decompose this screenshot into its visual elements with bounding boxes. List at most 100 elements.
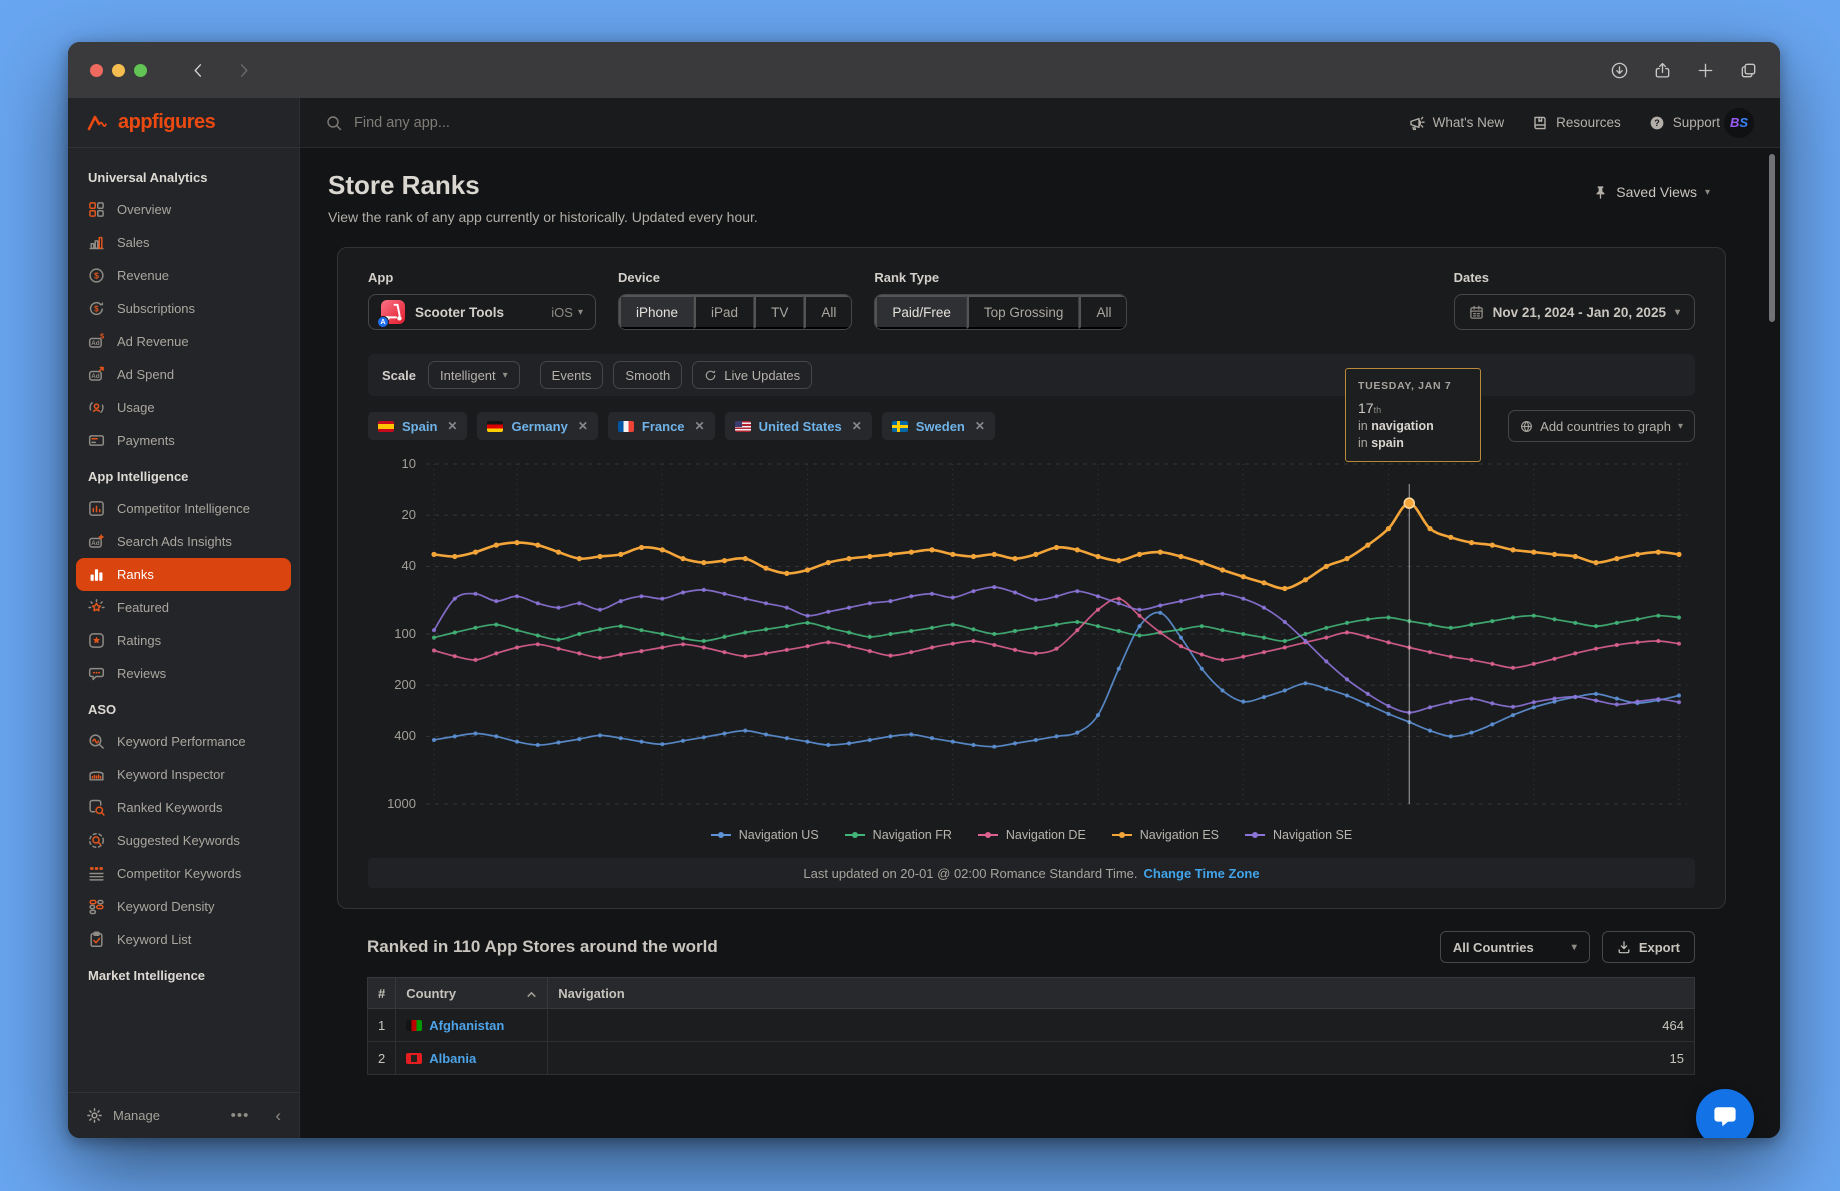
legend-marker-icon xyxy=(844,832,865,838)
sidebar-item-ratings[interactable]: Ratings xyxy=(76,624,291,657)
legend-item-navigation-fr[interactable]: Navigation FR xyxy=(844,828,952,842)
segment-all[interactable]: All xyxy=(804,295,852,329)
tab-overview-icon[interactable] xyxy=(1739,61,1758,80)
change-timezone-link[interactable]: Change Time Zone xyxy=(1143,865,1260,881)
column-header-country[interactable]: Country xyxy=(395,977,549,1009)
sidebar-item-search-ads-insights[interactable]: Ad Search Ads Insights xyxy=(76,525,291,558)
sidebar-item-label: Competitor Keywords xyxy=(117,866,242,881)
chat-widget-button[interactable] xyxy=(1696,1089,1754,1138)
saved-views-button[interactable]: Saved Views ▾ xyxy=(1593,184,1710,200)
ad-dollar-icon: Ad $ xyxy=(88,333,105,350)
scale-select[interactable]: Intelligent ▾ xyxy=(427,361,520,389)
new-tab-icon[interactable] xyxy=(1696,61,1715,80)
add-countries-button[interactable]: Add countries to graph ▾ xyxy=(1508,410,1695,442)
segment-tv[interactable]: TV xyxy=(754,295,805,329)
close-window-button[interactable] xyxy=(90,63,103,77)
zoom-window-button[interactable] xyxy=(134,63,147,77)
appfigures-logo[interactable]: appfigures xyxy=(68,98,299,148)
sidebar-item-ranked-keywords[interactable]: Ranked Keywords xyxy=(76,791,291,824)
sidebar-item-overview[interactable]: Overview xyxy=(76,193,291,226)
legend-item-navigation-se[interactable]: Navigation SE xyxy=(1245,828,1352,842)
remove-country-icon[interactable]: ✕ xyxy=(974,419,985,433)
star-box-icon xyxy=(88,632,105,649)
sidebar-item-ad-revenue[interactable]: Ad $ Ad Revenue xyxy=(76,325,291,358)
series-line-navigation-us[interactable] xyxy=(433,611,1680,748)
sidebar-item-keyword-list[interactable]: Keyword List xyxy=(76,923,291,956)
sidebar-item-featured[interactable]: Featured xyxy=(76,591,291,624)
app-search-input[interactable] xyxy=(354,114,774,131)
country-filter-select[interactable]: All Countries ▾ xyxy=(1439,931,1590,963)
country-tag-de[interactable]: Germany ✕ xyxy=(477,412,598,440)
country-tag-fr[interactable]: France ✕ xyxy=(607,412,715,440)
legend-marker-icon xyxy=(1111,832,1132,838)
segment-top-grossing[interactable]: Top Grossing xyxy=(966,295,1080,329)
live-updates-button[interactable]: Live Updates xyxy=(692,361,813,389)
sidebar-item-keyword-performance[interactable]: Keyword Performance xyxy=(76,725,291,758)
segment-all[interactable]: All xyxy=(1079,295,1127,329)
ranks-panel: App A Scooter Tools iOS ▾ xyxy=(337,247,1726,909)
top-nav-support[interactable]: ? Support xyxy=(1649,115,1720,131)
sidebar-item-keyword-density[interactable]: Keyword Density xyxy=(76,890,291,923)
country-tag-es[interactable]: Spain ✕ xyxy=(368,412,468,440)
sidebar-item-ranks[interactable]: Ranks xyxy=(76,558,291,591)
user-cycle-icon xyxy=(88,399,105,416)
collapse-sidebar-icon[interactable]: ‹ xyxy=(275,1105,281,1125)
date-range-picker[interactable]: Nov 21, 2024 - Jan 20, 2025 ▾ xyxy=(1453,294,1695,330)
remove-country-icon[interactable]: ✕ xyxy=(577,419,588,433)
window-scrollbar[interactable] xyxy=(1769,154,1775,322)
sidebar-item-competitor-keywords[interactable]: Competitor Keywords xyxy=(76,857,291,890)
events-toggle[interactable]: Events xyxy=(539,361,604,389)
segment-ipad[interactable]: iPad xyxy=(694,295,755,329)
sidebar-item-ad-spend[interactable]: Ad Ad Spend xyxy=(76,358,291,391)
country-link[interactable]: Albania xyxy=(406,1051,537,1066)
top-nav-what-s-new[interactable]: What's New xyxy=(1409,115,1504,131)
manage-button[interactable]: Manage xyxy=(113,1108,160,1123)
country-tag-us[interactable]: United States ✕ xyxy=(724,412,872,440)
top-nav-resources[interactable]: Resources xyxy=(1532,115,1621,131)
smooth-toggle[interactable]: Smooth xyxy=(613,361,683,389)
svg-text:$: $ xyxy=(94,270,99,280)
sidebar-item-competitor-intelligence[interactable]: Competitor Intelligence xyxy=(76,492,291,525)
sidebar-item-revenue[interactable]: $ Revenue xyxy=(76,259,291,292)
country-tag-label: Germany xyxy=(511,418,568,434)
search-icon xyxy=(326,115,342,131)
sidebar-item-payments[interactable]: Payments xyxy=(76,424,291,457)
rank-chart-svg[interactable] xyxy=(426,454,1687,808)
minimize-window-button[interactable] xyxy=(112,63,125,77)
sidebar-item-sales[interactable]: Sales xyxy=(76,226,291,259)
share-icon[interactable] xyxy=(1653,61,1672,80)
remove-country-icon[interactable]: ✕ xyxy=(447,419,458,433)
more-options-icon[interactable]: ••• xyxy=(230,1107,250,1124)
column-header-num[interactable]: # xyxy=(366,977,397,1009)
export-button[interactable]: Export xyxy=(1601,931,1695,963)
series-line-navigation-de[interactable] xyxy=(433,597,1680,669)
sidebar-item-suggested-keywords[interactable]: Suggested Keywords xyxy=(76,824,291,857)
remove-country-icon[interactable]: ✕ xyxy=(851,419,862,433)
downloads-icon[interactable] xyxy=(1610,61,1629,80)
sidebar-section-title: ASO xyxy=(88,702,117,717)
country-tag-se[interactable]: Sweden ✕ xyxy=(881,412,995,440)
legend-item-navigation-es[interactable]: Navigation ES xyxy=(1111,828,1219,842)
remove-country-icon[interactable]: ✕ xyxy=(694,419,705,433)
table-row[interactable]: 2 Albania 15 xyxy=(366,1041,1695,1075)
table-row[interactable]: 1 Afghanistan 464 xyxy=(366,1008,1695,1042)
sidebar-item-label: Competitor Intelligence xyxy=(117,501,250,516)
keyboard-icon xyxy=(88,766,105,783)
legend-item-navigation-de[interactable]: Navigation DE xyxy=(977,828,1086,842)
rank-chart[interactable]: TUESDAY, JAN 7 17th in navigation in spa… xyxy=(368,368,1695,820)
export-icon xyxy=(1617,940,1631,954)
segment-iphone[interactable]: iPhone xyxy=(619,295,695,329)
forward-icon[interactable] xyxy=(234,61,253,80)
sidebar-item-keyword-inspector[interactable]: Keyword Inspector xyxy=(76,758,291,791)
legend-item-navigation-us[interactable]: Navigation US xyxy=(710,828,819,842)
app-picker[interactable]: A Scooter Tools iOS ▾ xyxy=(368,294,596,330)
sidebar-item-subscriptions[interactable]: $ Subscriptions xyxy=(76,292,291,325)
country-link[interactable]: Afghanistan xyxy=(406,1018,537,1033)
back-icon[interactable] xyxy=(189,61,208,80)
sidebar-item-usage[interactable]: Usage xyxy=(76,391,291,424)
segment-paid-free[interactable]: Paid/Free xyxy=(875,295,967,329)
sidebar-item-reviews[interactable]: Reviews xyxy=(76,657,291,690)
column-header-navigation[interactable]: Navigation xyxy=(547,977,1695,1009)
